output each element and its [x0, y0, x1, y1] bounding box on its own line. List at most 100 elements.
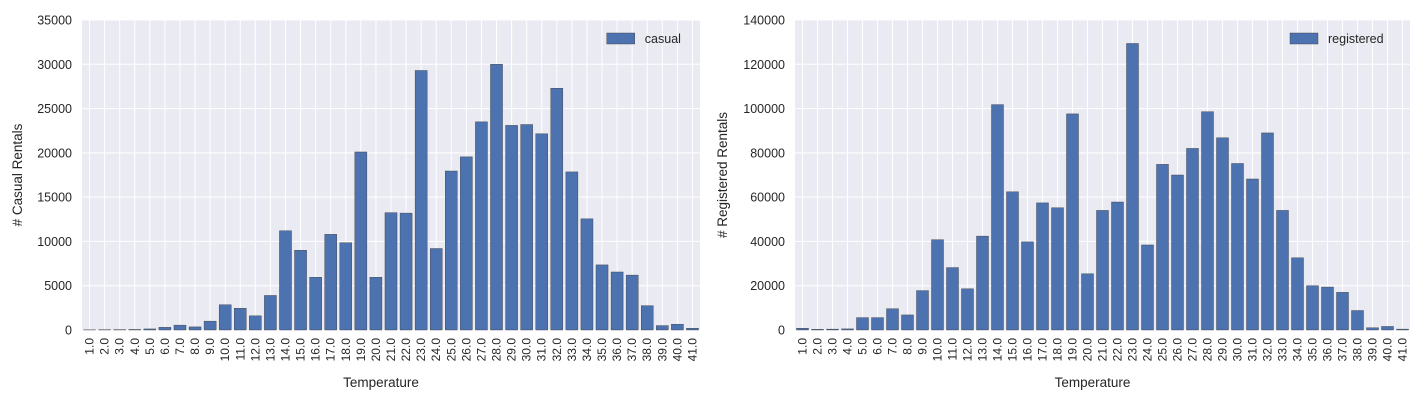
x-tick-label: 34.0 — [580, 338, 594, 362]
x-tick-label: 7.0 — [886, 338, 900, 355]
x-tick-label: 20.0 — [1081, 338, 1095, 362]
bar — [1321, 286, 1334, 331]
bar — [580, 218, 594, 331]
bar — [1306, 285, 1319, 331]
bar — [1231, 163, 1244, 331]
x-tick-label: 36.0 — [610, 338, 624, 362]
x-tick-label: 11.0 — [233, 338, 247, 361]
x-tick-label: 39.0 — [655, 338, 669, 362]
y-tick-label: 80000 — [750, 146, 785, 160]
bar — [1081, 273, 1094, 331]
bar — [595, 264, 609, 331]
x-tick-label: 11.0 — [946, 338, 960, 361]
x-tick-label: 9.0 — [203, 338, 217, 355]
x-tick-label: 22.0 — [399, 338, 413, 362]
bar — [1186, 148, 1199, 331]
x-tick-label: 38.0 — [640, 338, 654, 362]
bar — [369, 277, 383, 331]
bar — [961, 288, 974, 331]
x-tick-label: 32.0 — [550, 338, 564, 362]
x-tick-label: 12.0 — [248, 338, 262, 362]
bar — [173, 324, 187, 331]
x-tick-label: 9.0 — [916, 338, 930, 355]
x-tick-label: 39.0 — [1366, 338, 1380, 362]
x-tick-label: 14.0 — [991, 338, 1005, 362]
x-tick-label: 34.0 — [1291, 338, 1305, 362]
bar — [218, 304, 232, 331]
y-tick-label: 120000 — [743, 58, 785, 72]
x-tick-label: 15.0 — [1006, 338, 1020, 362]
x-axis-label: Temperature — [343, 375, 419, 390]
bar — [429, 248, 443, 331]
y-tick-label: 35000 — [37, 14, 72, 28]
x-tick-label: 33.0 — [1276, 338, 1290, 362]
bar — [1336, 292, 1349, 331]
y-tick-label: 0 — [65, 324, 72, 338]
bar — [886, 308, 899, 331]
bar — [354, 151, 368, 331]
x-tick-label: 7.0 — [173, 338, 187, 355]
bar — [1261, 132, 1274, 331]
bar — [901, 314, 914, 331]
x-tick-label: 5.0 — [143, 338, 157, 355]
bar — [460, 156, 473, 331]
x-tick-label: 24.0 — [429, 338, 443, 362]
x-tick-label: 28.0 — [490, 338, 504, 362]
bar — [1351, 310, 1364, 331]
bar — [856, 317, 869, 331]
x-tick-label: 8.0 — [188, 338, 202, 355]
x-tick-label: 22.0 — [1111, 338, 1125, 362]
bar — [991, 104, 1004, 331]
bar — [490, 64, 503, 331]
bar — [414, 70, 428, 331]
bars — [796, 43, 1409, 331]
x-tick-label: 19.0 — [1066, 338, 1080, 362]
bar — [946, 267, 959, 331]
bar — [1006, 191, 1019, 331]
x-tick-label: 6.0 — [871, 338, 885, 355]
legend: casual — [606, 32, 681, 46]
bar — [1021, 241, 1034, 331]
bar — [234, 308, 247, 331]
bar — [931, 239, 944, 331]
bar — [610, 271, 624, 331]
x-tick-label: 38.0 — [1351, 338, 1365, 362]
x-tick-label: 3.0 — [113, 338, 127, 355]
x-tick-label: 40.0 — [670, 338, 684, 362]
y-axis-label: # Registered Rentals — [715, 112, 730, 238]
x-tick-label: 20.0 — [369, 338, 383, 362]
x-tick-label: 8.0 — [901, 338, 915, 355]
x-tick-label: 15.0 — [294, 338, 308, 362]
bar — [1156, 164, 1169, 331]
x-tick-label: 2.0 — [811, 338, 825, 355]
bar — [1096, 210, 1109, 331]
x-tick-label: 10.0 — [931, 338, 945, 362]
x-tick-label: 18.0 — [339, 338, 353, 362]
bar — [445, 170, 458, 331]
bar — [1396, 328, 1409, 331]
bar — [1111, 201, 1124, 331]
y-tick-label: 5000 — [44, 279, 72, 293]
x-tick-label: 33.0 — [565, 338, 579, 362]
bar — [796, 328, 809, 331]
bar — [158, 327, 172, 331]
bar — [686, 328, 699, 331]
x-tick-label: 16.0 — [309, 338, 323, 362]
bar — [399, 212, 413, 331]
bar — [203, 320, 217, 331]
x-tick-label: 26.0 — [1171, 338, 1185, 362]
y-tick-label: 100000 — [743, 102, 785, 116]
x-tick-label: 35.0 — [1306, 338, 1320, 362]
bar — [550, 87, 564, 331]
y-tick-label: 25000 — [37, 102, 72, 116]
y-tick-label: 20000 — [750, 279, 785, 293]
legend-label: registered — [1328, 32, 1384, 46]
bar — [309, 277, 322, 331]
legend: registered — [1289, 32, 1384, 46]
bar — [1276, 210, 1289, 331]
x-tick-label: 10.0 — [218, 338, 232, 362]
x-tick-label: 14.0 — [278, 338, 292, 362]
bar — [188, 326, 202, 331]
bar — [505, 125, 518, 331]
x-tick-label: 30.0 — [520, 338, 534, 362]
